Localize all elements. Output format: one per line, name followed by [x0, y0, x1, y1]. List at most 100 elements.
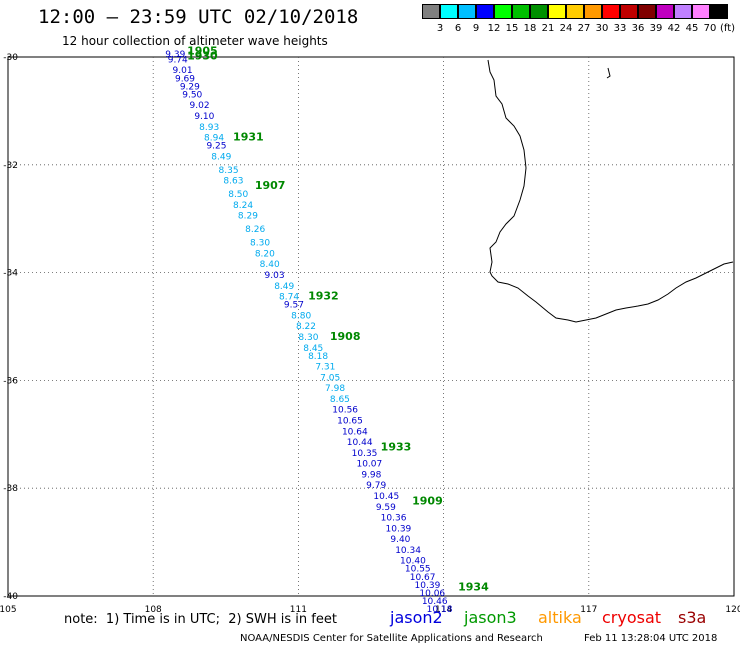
wave-height-label: 10.64: [342, 427, 368, 437]
legend-label: 27: [577, 23, 591, 34]
legend-swatch: [692, 4, 710, 19]
wave-height-label: 10.55: [405, 565, 431, 575]
wave-height-label: 10.65: [337, 417, 363, 427]
wave-height-label: 10.46: [422, 597, 448, 607]
wave-height-label: 10.40: [400, 557, 426, 567]
wave-height-label: 9.39: [165, 50, 185, 60]
wave-height-label: 10.07: [356, 460, 382, 470]
axis-labels: -30 -32 -34 -36 -38 -40 105 108 111 114 117 120: [0, 53, 740, 615]
wave-height-label: 8.65: [330, 395, 350, 405]
legend-swatch: [440, 4, 458, 19]
legend-label: 36: [631, 23, 645, 34]
page-title: 12:00 – 23:59 UTC 02/10/2018: [38, 6, 359, 28]
footer-timestamp: Feb 11 13:28:04 UTC 2018: [584, 633, 718, 644]
wave-height-label: 8.94: [204, 134, 224, 144]
longitude-label: 105: [0, 605, 17, 615]
legend-swatch: [602, 4, 620, 19]
legend-label: 30: [595, 23, 609, 34]
coastline-inlet-path: [606, 67, 611, 79]
wave-height-label: 8.49: [211, 152, 231, 162]
legend-swatch: [584, 4, 602, 19]
wave-height-label: 9.57: [284, 301, 304, 311]
legend-unit: (ft): [720, 23, 736, 34]
wave-height-label: 9.25: [206, 142, 226, 152]
time-label: 1908: [330, 330, 361, 343]
legend-label: 18: [523, 23, 537, 34]
wave-height-label: 8.50: [228, 190, 248, 200]
latitude-label: -38: [3, 484, 18, 494]
wave-height-labels: 9.399.749.019.699.299.509.029.108.938.94…: [165, 50, 452, 615]
time-label: 1933: [381, 440, 412, 453]
wave-height-label: 9.69: [175, 74, 195, 84]
latitude-label: -32: [3, 161, 18, 171]
wave-height-label: 9.79: [366, 481, 386, 491]
wave-height-label: 8.29: [238, 212, 258, 222]
time-label: 1909: [412, 494, 443, 507]
wave-height-label: 9.59: [376, 503, 396, 513]
legend-label: 6: [454, 23, 462, 34]
legend-swatch: [512, 4, 530, 19]
wave-height-label: 10.39: [415, 581, 441, 591]
longitude-label: 108: [145, 605, 162, 615]
wave-height-label: 9.74: [168, 55, 188, 65]
legend-swatch: [620, 4, 638, 19]
wave-height-label: 9.29: [180, 82, 200, 92]
legend-label: 39: [649, 23, 663, 34]
wave-height-label: 8.49: [274, 282, 294, 292]
map-frame: [7, 56, 735, 597]
wave-height-label: 8.26: [245, 225, 265, 235]
satellite-legend-item: jason2: [390, 608, 443, 627]
wave-height-label: 8.24: [233, 201, 253, 211]
wave-height-label: 9.01: [173, 66, 193, 76]
satellite-legend-item: jason3: [464, 608, 517, 627]
legend-label: 42: [667, 23, 681, 34]
legend-swatch: [656, 4, 674, 19]
wave-height-label: 7.98: [325, 384, 345, 394]
legend-swatch: [548, 4, 566, 19]
wave-height-label: 8.18: [308, 352, 328, 362]
longitude-label: 111: [290, 605, 307, 615]
wave-height-label: 9.03: [265, 271, 285, 281]
legend-label: 21: [541, 23, 555, 34]
time-label: 1905: [187, 44, 218, 57]
wave-height-label: 9.40: [390, 535, 410, 545]
australia-coastline: [487, 59, 734, 323]
legend-label: 12: [487, 23, 501, 34]
gridlines: [8, 57, 734, 596]
footer-credit: NOAA/NESDIS Center for Satellite Applica…: [240, 633, 543, 644]
legend-swatch: [476, 4, 494, 19]
time-label: 1932: [308, 290, 339, 303]
wave-height-label: 10.67: [410, 573, 436, 583]
wave-height-label: 8.93: [199, 123, 219, 133]
wave-height-label: 8.63: [223, 177, 243, 187]
wave-height-label: 9.50: [182, 90, 202, 100]
longitude-label: 117: [580, 605, 597, 615]
legend-swatch: [494, 4, 512, 19]
wave-height-label: 8.74: [279, 293, 299, 303]
legend-swatch: [530, 4, 548, 19]
wave-height-label: 10.36: [381, 514, 407, 524]
wave-height-label: 8.22: [296, 322, 316, 332]
wave-height-label: 10.45: [373, 492, 399, 502]
wave-height-label: 10.56: [332, 406, 358, 416]
satellite-legend-item: cryosat: [602, 608, 662, 627]
time-label: 1931: [233, 131, 264, 144]
wave-height-label: 8.30: [298, 333, 318, 343]
satellite-legend-item: altika: [538, 608, 582, 627]
legend-label: 9: [472, 23, 480, 34]
time-label: 1930: [187, 50, 218, 63]
legend-label: 45: [685, 23, 699, 34]
latitude-label: -36: [3, 376, 18, 386]
latitude-label: -34: [3, 269, 18, 279]
wave-height-label: 10.39: [386, 524, 412, 534]
legend-label: 33: [613, 23, 627, 34]
time-label: 1907: [255, 179, 286, 192]
legend-swatch: [710, 4, 728, 19]
longitude-label: 120: [725, 605, 740, 615]
legend-label: 70: [703, 23, 717, 34]
wave-height-label: 8.80: [291, 311, 311, 321]
wave-height-label: 8.40: [260, 260, 280, 270]
page-subtitle: 12 hour collection of altimeter wave hei…: [62, 34, 328, 48]
